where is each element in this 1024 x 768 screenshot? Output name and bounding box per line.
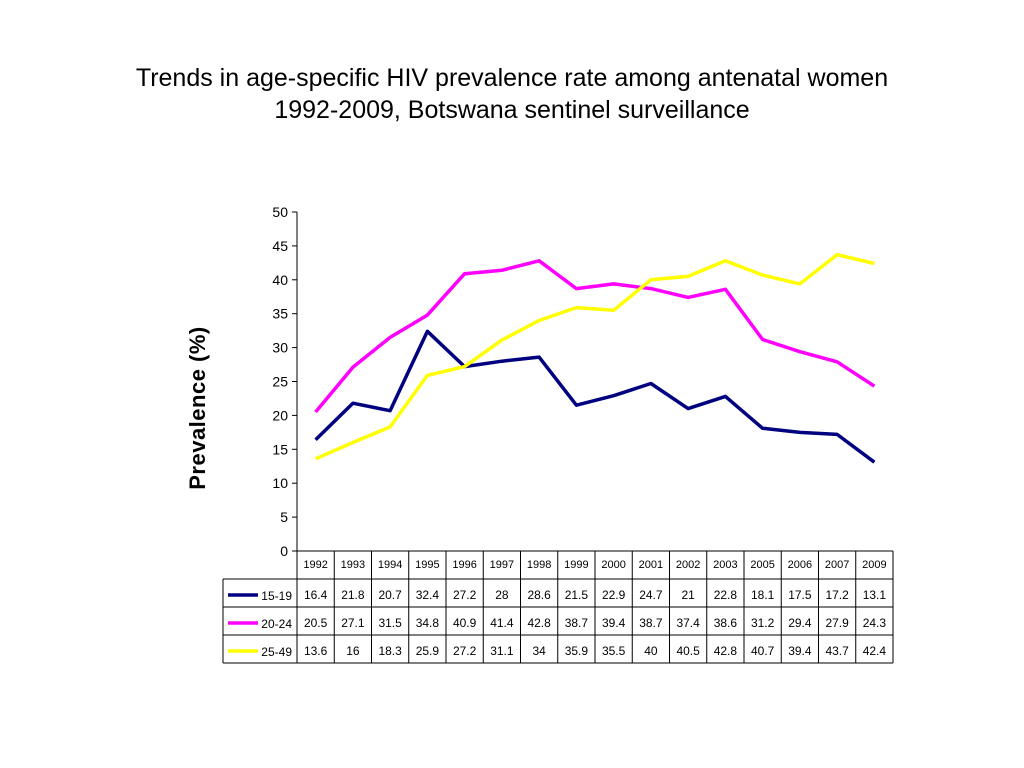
series-line-25-49 xyxy=(314,252,875,461)
y-tick-label: 50 xyxy=(272,204,288,220)
legend-label-20-24: 20-24 xyxy=(261,617,292,631)
data-label-15-19: 13.1 xyxy=(863,588,887,602)
data-label-15-19: 16.4 xyxy=(304,588,328,602)
data-label-20-24: 38.7 xyxy=(565,616,589,630)
data-label-25-49: 40.7 xyxy=(751,644,775,658)
data-label-20-24: 27.1 xyxy=(341,616,365,630)
data-label-20-24: 27.9 xyxy=(825,616,849,630)
y-tick-label: 10 xyxy=(272,475,288,491)
series-line-20-24 xyxy=(314,259,876,414)
data-label-25-49: 43.7 xyxy=(825,644,849,658)
data-label-20-24: 31.2 xyxy=(751,616,775,630)
data-label-25-49: 31.1 xyxy=(490,644,514,658)
data-label-15-19: 32.4 xyxy=(416,588,440,602)
data-label-15-19: 21.8 xyxy=(341,588,365,602)
data-label-15-19: 27.2 xyxy=(453,588,477,602)
data-label-15-19: 24.7 xyxy=(639,588,663,602)
data-label-15-19: 22.8 xyxy=(714,588,738,602)
data-label-25-49: 16 xyxy=(346,644,360,658)
data-label-15-19: 17.2 xyxy=(825,588,849,602)
x-tick-label: 2001 xyxy=(639,559,663,571)
data-label-25-49: 35.5 xyxy=(602,644,626,658)
data-label-20-24: 42.8 xyxy=(527,616,551,630)
chart-title-line-1: Trends in age-specific HIV prevalence ra… xyxy=(135,64,889,92)
data-label-15-19: 17.5 xyxy=(788,588,812,602)
x-tick-label: 1998 xyxy=(527,559,551,571)
data-label-25-49: 35.9 xyxy=(565,644,589,658)
data-label-15-19: 21 xyxy=(681,588,695,602)
data-label-25-49: 40.5 xyxy=(676,644,700,658)
x-tick-label: 1999 xyxy=(564,559,588,571)
x-tick-label: 1993 xyxy=(341,559,365,571)
data-label-20-24: 37.4 xyxy=(676,616,700,630)
data-label-20-24: 40.9 xyxy=(453,616,477,630)
data-label-25-49: 18.3 xyxy=(378,644,402,658)
data-label-15-19: 28 xyxy=(495,588,509,602)
y-tick-label: 5 xyxy=(280,509,288,525)
y-tick-label: 20 xyxy=(272,407,288,423)
chart-title: Trends in age-specific HIV prevalence ra… xyxy=(0,62,1024,126)
series-line-15-19 xyxy=(314,329,876,464)
data-label-25-49: 39.4 xyxy=(788,644,812,658)
y-tick-label: 30 xyxy=(272,340,288,356)
data-label-25-49: 34 xyxy=(532,644,546,658)
data-label-15-19: 21.5 xyxy=(565,588,589,602)
data-label-25-49: 42.8 xyxy=(714,644,738,658)
x-tick-label: 1996 xyxy=(452,559,476,571)
y-tick-label: 0 xyxy=(280,543,288,559)
x-tick-label: 2000 xyxy=(601,559,625,571)
y-tick-label: 40 xyxy=(272,272,288,288)
data-label-20-24: 24.3 xyxy=(863,616,887,630)
data-label-15-19: 20.7 xyxy=(378,588,402,602)
data-label-20-24: 41.4 xyxy=(490,616,514,630)
data-label-20-24: 38.7 xyxy=(639,616,663,630)
data-label-25-49: 42.4 xyxy=(863,644,887,658)
data-label-25-49: 27.2 xyxy=(453,644,477,658)
y-tick-label: 45 xyxy=(272,238,288,254)
x-tick-label: 2009 xyxy=(862,559,886,571)
x-tick-label: 2002 xyxy=(676,559,700,571)
legend-label-25-49: 25-49 xyxy=(261,645,292,659)
x-tick-label: 2003 xyxy=(713,559,737,571)
data-label-20-24: 38.6 xyxy=(714,616,738,630)
chart-title-line-2: 1992-2009, Botswana sentinel surveillanc… xyxy=(274,96,750,124)
y-tick-label: 15 xyxy=(272,441,288,457)
x-tick-label: 1995 xyxy=(415,559,439,571)
data-label-20-24: 31.5 xyxy=(378,616,402,630)
legend-label-15-19: 15-19 xyxy=(261,589,292,603)
x-tick-label: 1994 xyxy=(378,559,402,571)
data-label-20-24: 39.4 xyxy=(602,616,626,630)
data-label-15-19: 18.1 xyxy=(751,588,775,602)
data-label-15-19: 28.6 xyxy=(527,588,551,602)
x-tick-label: 2007 xyxy=(825,559,849,571)
x-tick-label: 1992 xyxy=(303,559,327,571)
x-tick-label: 2006 xyxy=(788,559,812,571)
data-label-20-24: 34.8 xyxy=(416,616,440,630)
x-tick-label: 1997 xyxy=(490,559,514,571)
data-label-20-24: 29.4 xyxy=(788,616,812,630)
data-label-20-24: 20.5 xyxy=(304,616,328,630)
y-tick-label: 35 xyxy=(272,306,288,322)
data-label-25-49: 25.9 xyxy=(416,644,440,658)
y-tick-label: 25 xyxy=(272,374,288,390)
data-label-15-19: 22.9 xyxy=(602,588,626,602)
data-label-25-49: 13.6 xyxy=(304,644,328,658)
data-label-25-49: 40 xyxy=(644,644,658,658)
x-tick-label: 2005 xyxy=(750,559,774,571)
